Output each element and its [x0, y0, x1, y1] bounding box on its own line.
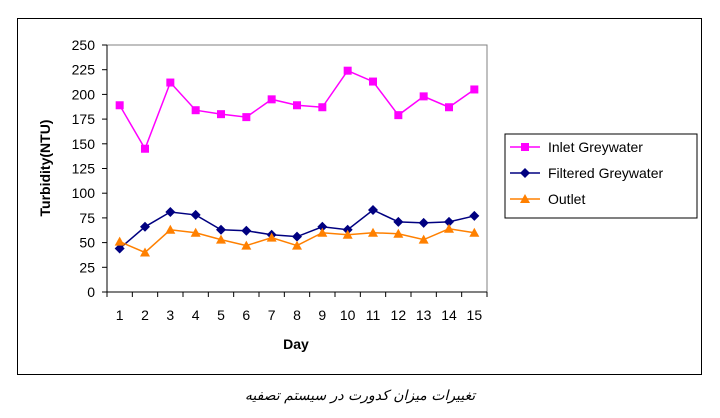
y-tick-label: 100 — [72, 185, 96, 201]
figure-caption: تغییرات میزان کدورت در سیستم تصفیه — [244, 388, 476, 404]
data-point — [369, 77, 377, 86]
y-tick-label: 125 — [72, 161, 96, 177]
x-tick-label: 4 — [192, 307, 200, 323]
legend-marker — [521, 143, 529, 151]
data-point — [140, 247, 150, 257]
y-tick-label: 175 — [72, 111, 96, 127]
data-point — [317, 227, 328, 237]
x-axis: 1 2 3 4 5 6 7 8 9 10 11 12 13 14 15 — [106, 291, 488, 323]
data-point — [292, 231, 302, 242]
legend-marker — [520, 168, 530, 178]
data-point — [166, 78, 175, 87]
data-point — [317, 221, 328, 232]
data-point — [444, 223, 454, 233]
x-tick-label: 3 — [166, 307, 174, 323]
y-axis: 0 25 50 75 100 125 150 175 200 225 250 — [72, 37, 108, 300]
x-tick-label: 11 — [366, 307, 381, 323]
data-point — [293, 101, 301, 110]
data-point — [266, 232, 277, 242]
data-point — [115, 101, 124, 110]
data-point — [165, 224, 176, 234]
data-point — [216, 234, 226, 244]
x-tick-label: 14 — [441, 307, 457, 323]
y-tick-label: 200 — [72, 86, 96, 102]
data-point — [368, 227, 378, 237]
x-axis-title: Day — [283, 336, 309, 352]
data-point — [114, 243, 125, 254]
legend-label: Filtered Greywater — [548, 165, 663, 181]
x-tick-label: 13 — [416, 307, 432, 323]
data-point — [140, 221, 150, 232]
legend: Inlet Greywater Filtered Greywater Outlet — [504, 133, 698, 219]
data-point — [393, 228, 404, 238]
data-point — [190, 227, 201, 237]
data-point — [242, 113, 251, 122]
y-tick-label: 250 — [72, 37, 96, 53]
x-tick-label: 6 — [242, 307, 250, 323]
y-tick-label: 25 — [79, 259, 95, 275]
data-point — [191, 106, 200, 115]
x-tick-label: 9 — [318, 307, 326, 323]
y-tick-label: 150 — [72, 136, 96, 152]
x-tick-label: 12 — [391, 307, 407, 323]
data-point — [141, 144, 149, 153]
data-point — [241, 225, 252, 236]
data-point — [216, 224, 226, 235]
x-tick-label: 2 — [141, 307, 149, 323]
data-point — [342, 229, 353, 239]
data-point — [469, 210, 480, 221]
x-tick-label: 5 — [217, 307, 225, 323]
y-tick-label: 50 — [79, 235, 95, 251]
series-layer — [114, 66, 480, 257]
x-tick-label: 10 — [340, 307, 356, 323]
data-point — [241, 240, 252, 250]
data-point — [393, 216, 404, 227]
data-point — [470, 85, 479, 94]
data-point — [444, 216, 454, 227]
plot-area — [106, 44, 488, 293]
legend-label: Outlet — [548, 191, 585, 207]
series-outlet — [114, 223, 480, 257]
data-point — [343, 66, 352, 75]
data-point — [368, 204, 378, 215]
legend-label: Inlet Greywater — [548, 139, 643, 155]
data-point — [217, 110, 225, 119]
x-tick-label: 7 — [268, 307, 276, 323]
data-point — [418, 234, 429, 244]
data-point — [318, 103, 327, 112]
data-point — [190, 209, 201, 220]
data-point — [165, 206, 176, 217]
data-point — [445, 103, 453, 112]
data-point — [267, 95, 276, 104]
x-tick-label: 8 — [293, 307, 301, 323]
x-tick-label: 15 — [467, 307, 483, 323]
data-point — [418, 217, 429, 228]
data-point — [292, 240, 302, 250]
y-tick-label: 225 — [72, 62, 96, 78]
y-tick-label: 75 — [79, 210, 95, 226]
y-tick-label: 0 — [87, 284, 95, 300]
data-point — [419, 92, 428, 101]
data-point — [394, 111, 403, 120]
legend-marker — [520, 194, 530, 203]
data-point — [114, 236, 125, 246]
y-axis-title: Turbidity(NTU) — [37, 120, 53, 217]
data-point — [469, 227, 480, 237]
x-tick-label: 1 — [116, 307, 124, 323]
series-inlet-greywater — [115, 66, 479, 153]
legend-box — [504, 133, 698, 219]
